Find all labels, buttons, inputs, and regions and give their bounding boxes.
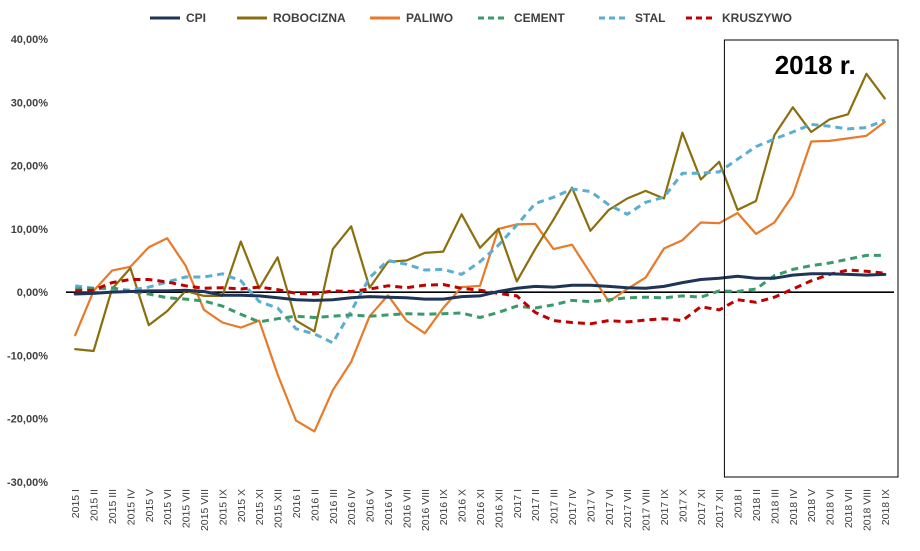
x-tick-label: 2017 IX [659, 489, 671, 525]
x-tick-label: 2016 VI [383, 489, 395, 525]
series-line-cpi [73, 272, 887, 302]
annotation-label: 2018 r. [775, 50, 856, 80]
x-tick-label: 2017 I [512, 489, 524, 518]
x-tick-label: 2016 VIII [420, 489, 432, 531]
x-tick-label: 2015 XI [254, 489, 266, 525]
x-tick-label: 2018 VI [825, 489, 837, 525]
x-tick-label: 2018 V [806, 489, 818, 522]
x-tick-label: 2016 III [328, 489, 340, 524]
legend-label-paliwo: PALIWO [406, 11, 453, 25]
year-2018-annotation: 2018 r. [723, 39, 899, 478]
x-tick-label: 2015 IV [125, 489, 137, 525]
x-tick-label: 2015 I [70, 489, 82, 518]
x-tick-label: 2017 III [549, 489, 561, 524]
x-tick-label: 2015 VI [162, 489, 174, 525]
legend-label-cpi: CPI [186, 11, 206, 25]
x-tick-label: 2018 VII [843, 489, 855, 528]
x-tick-label: 2016 VII [401, 489, 413, 528]
y-tick-label: 10,00% [11, 224, 49, 236]
x-tick-label: 2016 IV [346, 489, 358, 525]
y-tick-label: -30,00% [7, 477, 48, 489]
series-line-cement [75, 253, 885, 324]
y-tick-label: 20,00% [11, 161, 49, 173]
x-tick-label: 2018 VIII [861, 489, 873, 531]
x-tick-label: 2018 IV [788, 489, 800, 525]
chart-legend: CPI ROBOCIZNA PALIWO CEMENT STAL KRUSZYWO [150, 11, 792, 25]
x-tick-label: 2018 III [769, 489, 781, 524]
x-tick-label: 2015 II [89, 489, 101, 521]
series-line-kruszywo [75, 268, 885, 326]
x-tick-label: 2017 VII [622, 489, 634, 528]
x-tick-label: 2017 X [677, 489, 689, 522]
x-tick-label: 2015 IX [217, 489, 229, 525]
x-tick-label: 2017 VI [604, 489, 616, 525]
x-tick-label: 2017 VIII [641, 489, 653, 531]
series-line-stal [74, 118, 886, 345]
series-lines [73, 72, 887, 433]
series-line-paliwo [74, 120, 886, 433]
x-tick-label: 2016 I [291, 489, 303, 518]
x-tick-label: 2018 II [751, 489, 763, 521]
x-tick-label: 2016 XII [493, 489, 505, 528]
x-tick-label: 2015 III [107, 489, 119, 524]
x-tick-label: 2016 IX [438, 489, 450, 525]
x-tick-label: 2016 XI [475, 489, 487, 525]
x-tick-label: 2017 V [585, 489, 597, 522]
x-tick-label: 2015 XII [273, 489, 285, 528]
annotation-box [723, 39, 899, 478]
x-tick-label: 2016 V [365, 489, 377, 522]
y-tick-label: -10,00% [7, 350, 48, 362]
y-tick-label: 30,00% [11, 97, 49, 109]
x-tick-label: 2017 II [530, 489, 542, 521]
x-tick-label: 2018 I [733, 489, 745, 518]
legend-label-robocizna: ROBOCIZNA [273, 11, 346, 25]
x-tick-label: 2017 IV [567, 489, 579, 525]
legend-label-stal: STAL [635, 11, 665, 25]
x-tick-label: 2017 XI [696, 489, 708, 525]
series-line-robocizna [74, 72, 886, 353]
x-tick-label: 2015 VIII [199, 489, 211, 531]
x-tick-label: 2015 V [144, 489, 156, 522]
x-tick-label: 2016 X [457, 489, 469, 522]
x-tick-label: 2017 XII [714, 489, 726, 528]
y-axis-tick-labels: -30,00% -20,00% -10,00% 0,00% 10,00% 20,00% 30… [7, 34, 48, 489]
x-axis-tick-labels: 2015 I 2015 II 2015 III 2015 IV 2015 V 2015 V… [70, 489, 892, 531]
legend-label-kruszywo: KRUSZYWO [722, 11, 792, 25]
x-tick-label: 2015 VII [181, 489, 193, 528]
x-tick-label: 2016 II [309, 489, 321, 521]
x-tick-label: 2018 IX [880, 489, 892, 525]
x-tick-label: 2015 X [236, 489, 248, 522]
legend-label-cement: CEMENT [514, 11, 565, 25]
y-tick-label: -20,00% [7, 414, 48, 426]
y-tick-label: 40,00% [11, 34, 49, 46]
y-tick-label: 0,00% [17, 287, 48, 299]
